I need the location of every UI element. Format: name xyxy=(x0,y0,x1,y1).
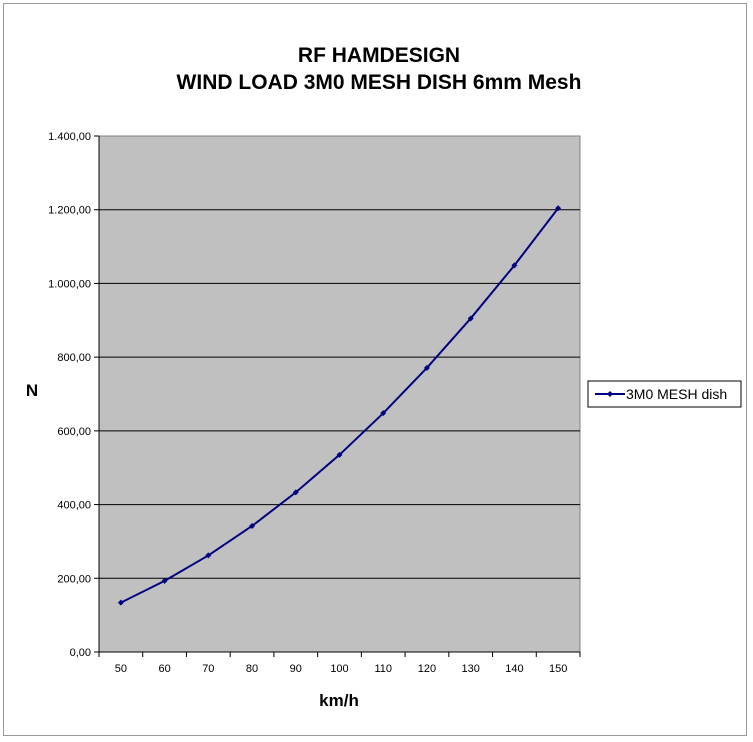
axes: 0,00 200,00 400,00 600,00 800,00 1.000,00 1.20… xyxy=(48,131,581,675)
x-tick-label: 80 xyxy=(246,663,258,675)
x-tick-label: 90 xyxy=(290,663,302,675)
y-tick-label: 200,00 xyxy=(57,573,91,585)
data-point xyxy=(423,364,430,371)
chart-frame: RF HAMDESIGN WIND LOAD 3M0 MESH DISH 6mm… xyxy=(3,3,747,736)
data-point xyxy=(117,599,124,606)
y-tick-label: 1.400,00 xyxy=(48,131,91,143)
gridlines xyxy=(99,209,580,579)
legend-label: 3M0 MESH dish xyxy=(626,386,727,402)
y-tick-label: 1.000,00 xyxy=(48,278,91,290)
x-tick-label: 140 xyxy=(505,663,523,675)
data-point xyxy=(292,489,299,496)
data-point xyxy=(205,552,212,559)
y-tick-label: 800,00 xyxy=(57,352,91,364)
x-tick-label: 120 xyxy=(418,663,436,675)
wind-load-chart: RF HAMDESIGN WIND LOAD 3M0 MESH DISH 6mm… xyxy=(26,44,742,710)
data-point xyxy=(467,315,474,322)
legend-marker xyxy=(607,391,613,397)
y-tick-label: 400,00 xyxy=(57,500,91,512)
x-tick-label: 50 xyxy=(115,663,127,675)
x-tick-label: 60 xyxy=(158,663,170,675)
y-tick-label: 1.200,00 xyxy=(48,205,91,217)
legend: 3M0 MESH dish xyxy=(587,380,742,408)
y-tick-label: 0,00 xyxy=(70,647,91,659)
data-point xyxy=(336,451,343,458)
x-tick-label: 100 xyxy=(330,663,348,675)
data-point xyxy=(380,410,387,417)
data-point xyxy=(161,577,168,584)
chart-title-line1: RF HAMDESIGN xyxy=(298,44,460,67)
data-point xyxy=(511,262,518,269)
data-point xyxy=(249,522,256,529)
series-layer xyxy=(117,205,562,606)
x-tick-label: 110 xyxy=(374,663,392,675)
y-tick-label: 600,00 xyxy=(57,426,91,438)
x-axis-title: km/h xyxy=(319,691,359,710)
data-point xyxy=(555,205,562,212)
x-tick-label: 130 xyxy=(462,663,480,675)
x-tick-label: 70 xyxy=(202,663,214,675)
plot-area xyxy=(98,135,581,653)
x-tick-label: 150 xyxy=(549,663,567,675)
chart-title-line2: WIND LOAD 3M0 MESH DISH 6mm Mesh xyxy=(177,71,582,94)
y-axis-title: N xyxy=(26,381,38,400)
